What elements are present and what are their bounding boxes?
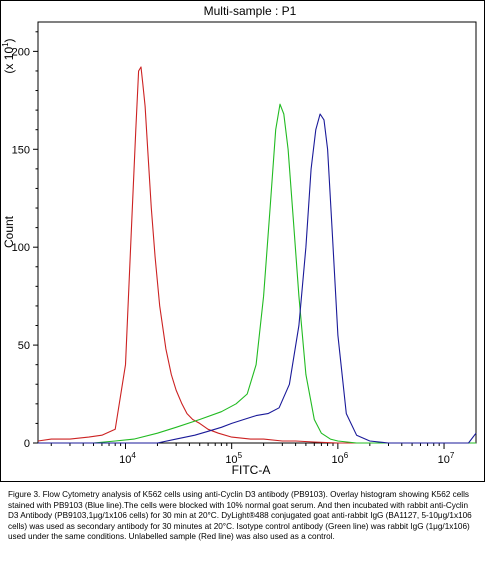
plot-area: 104 105 106 107 0 50 100 150 200 — [12, 21, 477, 466]
figure-caption: Figure 3. Flow Cytometry analysis of K56… — [8, 490, 472, 541]
histogram-series-2 — [38, 103, 476, 444]
flow-cytometry-histogram: Multi-sample : P1 (x 101) Count FITC-A 1… — [0, 0, 485, 482]
x-tick-label: 107 — [438, 451, 455, 466]
x-tick-label: 106 — [332, 451, 349, 466]
plot-frame — [37, 21, 477, 444]
chart-title: Multi-sample : P1 — [204, 4, 297, 18]
histogram-series-1 — [37, 66, 476, 444]
y-tick-label: 200 — [12, 46, 30, 58]
x-tick-label: 105 — [225, 451, 242, 466]
y-tick-label: 100 — [12, 242, 30, 254]
y-tick-label: 150 — [12, 144, 30, 156]
chart-border — [0, 0, 485, 482]
y-axis-title: Count — [2, 215, 16, 248]
y-multiplier-label: (x 101) — [1, 38, 16, 73]
histogram-series-3 — [38, 113, 477, 444]
y-tick-label: 0 — [24, 438, 30, 450]
y-tick-label: 50 — [18, 340, 30, 352]
x-axis-title: FITC-A — [232, 463, 271, 477]
histogram-svg: Multi-sample : P1 (x 101) Count FITC-A 1… — [0, 0, 485, 482]
x-tick-label: 104 — [119, 451, 136, 466]
